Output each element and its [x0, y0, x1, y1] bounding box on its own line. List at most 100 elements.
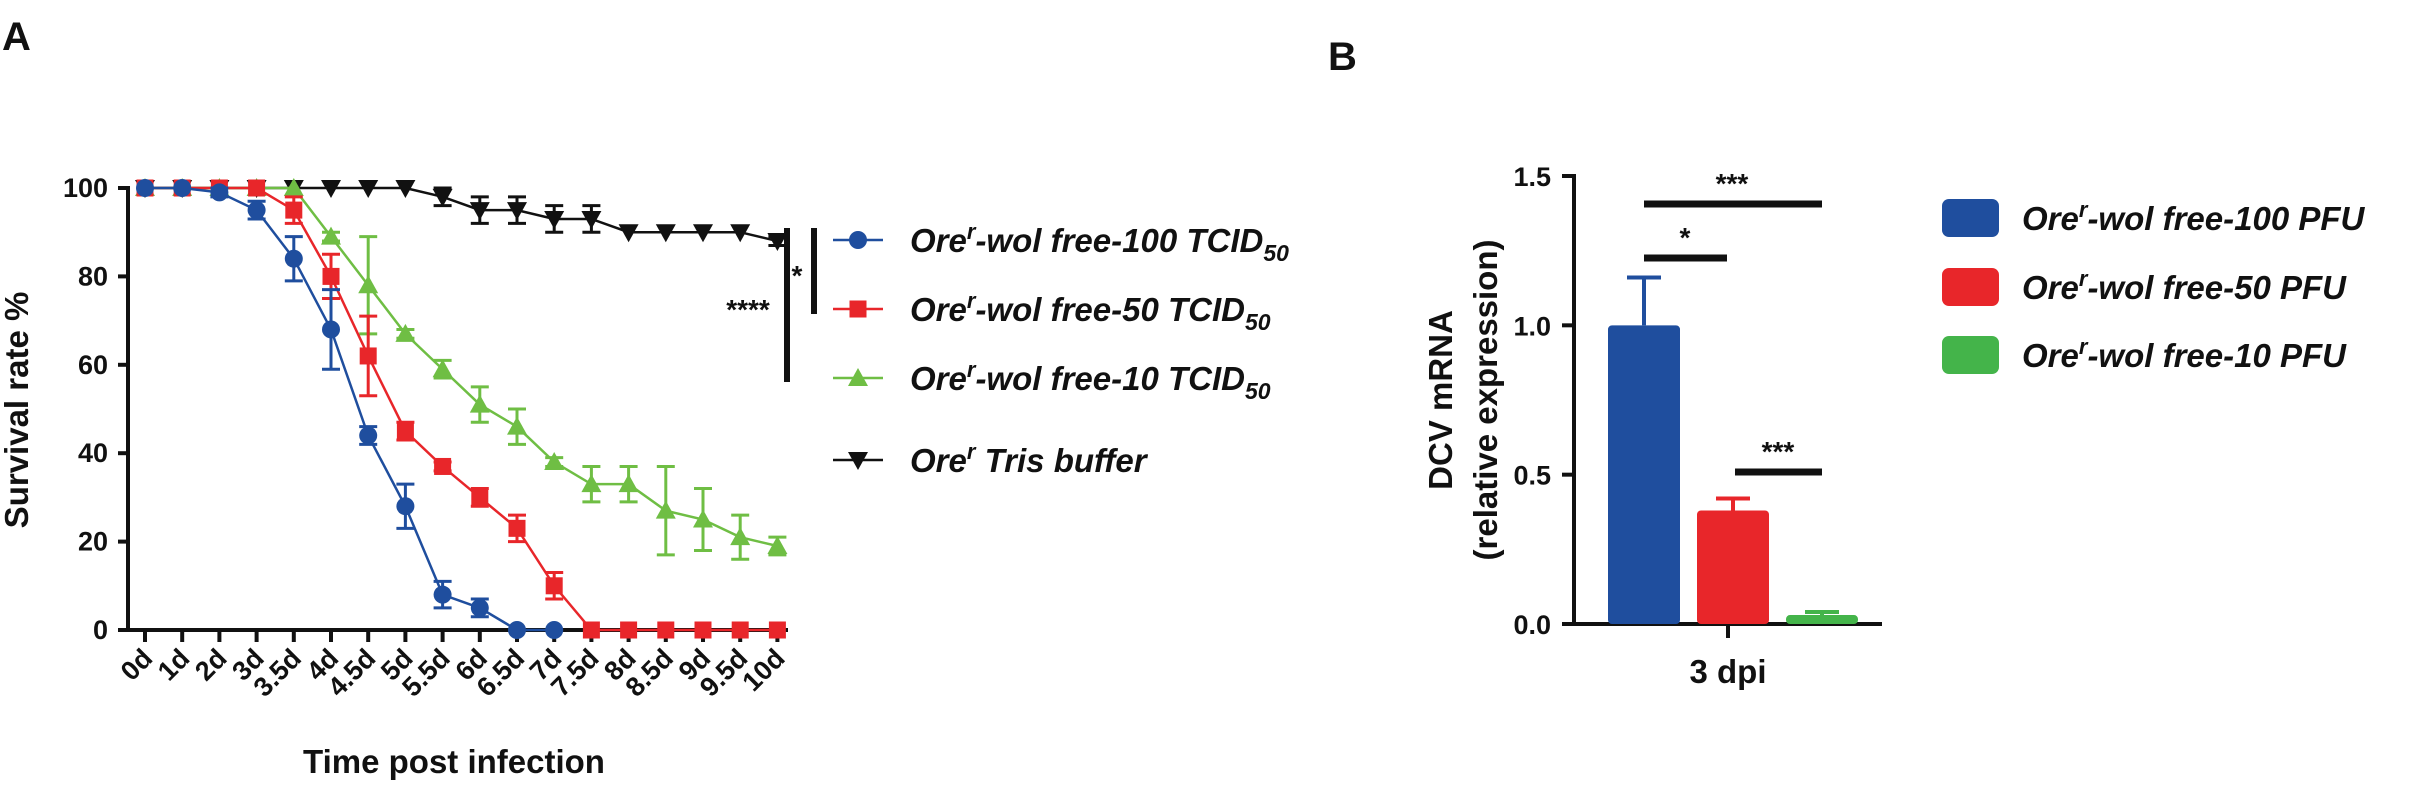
dcv-y-label-line1: DCV mRNA [1422, 310, 1459, 490]
legend-marker [848, 452, 868, 470]
bar [1786, 615, 1858, 624]
legend-item-ore-r-tris-buffer: Orer Tris buffer [833, 439, 1149, 479]
data-point [359, 426, 378, 445]
data-point [395, 180, 416, 198]
dcv-legend: Orer-wol free-100 PFU Orer-wol free-50 PF… [1942, 197, 2366, 374]
data-point [768, 621, 786, 639]
legend-swatch [1942, 199, 1999, 237]
legend-item-ore-r-wol-free-50-tcid50: Orer-wol free-50 TCID50 [833, 288, 1271, 335]
survival-x-label: Time post infection [303, 743, 605, 780]
data-point [544, 210, 565, 229]
bar [1697, 510, 1769, 624]
data-point [469, 202, 490, 221]
series-line [145, 186, 778, 548]
sig-label-100-vs-10: *** [1716, 168, 1749, 199]
data-point [545, 577, 563, 595]
data-point [396, 497, 415, 516]
data-point [620, 621, 638, 639]
dcv-y-tick-label: 1.5 [1513, 162, 1551, 192]
data-point [469, 394, 490, 413]
data-point [434, 457, 452, 475]
data-point [655, 224, 676, 243]
survival-y-label: Survival rate % [0, 292, 35, 529]
legend-label: Orer-wol free-10 PFU [2022, 334, 2347, 374]
panel-a-label: A [2, 15, 31, 59]
legend-label: Orer-wol free-50 TCID50 [910, 288, 1271, 335]
survival-y-tick-label: 80 [78, 261, 108, 291]
data-point [582, 621, 600, 639]
series-ore-r-wol-free-50-tcid50 [136, 179, 786, 639]
data-point [284, 249, 303, 268]
bar [1608, 325, 1680, 624]
data-point [432, 359, 453, 378]
dcv-y-label-line2: (relative expression) [1467, 240, 1504, 561]
sig-label-50-vs-10: *** [1762, 436, 1795, 467]
bar-group-ore-r-wol-free-10-pfu [1786, 610, 1858, 624]
data-point [507, 416, 527, 435]
legend-label: Orer-wol free-50 PFU [2022, 266, 2347, 306]
bar-group-ore-r-wol-free-100-pfu [1608, 275, 1680, 624]
survival-y-tick-label: 20 [78, 527, 108, 557]
data-point [322, 267, 340, 285]
data-point [433, 585, 452, 604]
series-ore-r-wol-free-100-tcid50 [136, 179, 564, 639]
data-point [618, 224, 639, 243]
data-point [508, 621, 526, 639]
sig-star-label: * [792, 260, 803, 291]
data-point [693, 224, 713, 243]
bar-group-ore-r-wol-free-50-pfu [1697, 496, 1769, 624]
data-point [581, 210, 602, 229]
series-line [145, 186, 778, 632]
survival-y-tick-label: 0 [93, 615, 108, 645]
legend-label: Orer Tris buffer [910, 439, 1149, 479]
sig-four-star-label: **** [726, 294, 770, 325]
legend-item-ore-r-wol-free-100-pfu: Orer-wol free-100 PFU [1942, 197, 2366, 237]
legend-label: Orer-wol free-100 TCID50 [910, 219, 1289, 266]
data-point [581, 474, 602, 493]
data-point [693, 509, 713, 528]
data-point [321, 180, 341, 198]
series-ore-r-tris-buffer [135, 180, 788, 252]
dcv-y-tick-label: 1.0 [1513, 311, 1551, 341]
legend-swatch [1942, 268, 1999, 306]
data-point [358, 275, 379, 294]
data-point [248, 179, 266, 197]
legend-item-ore-r-wol-free-100-tcid50: Orer-wol free-100 TCID50 [833, 219, 1289, 266]
data-point [283, 178, 304, 196]
series-line [145, 186, 778, 243]
data-point [396, 422, 414, 440]
dcv-x-label: 3 dpi [1689, 653, 1766, 690]
legend-label: Orer-wol free-100 PFU [2022, 197, 2366, 237]
survival-y-tick-label: 60 [78, 350, 108, 380]
data-point [321, 226, 341, 245]
data-point [618, 474, 639, 493]
data-point [359, 347, 377, 365]
legend-item-ore-r-wol-free-10-tcid50: Orer-wol free-10 TCID50 [833, 357, 1271, 404]
data-point [136, 179, 154, 197]
data-point [731, 621, 749, 639]
legend-marker [848, 368, 868, 386]
data-point [358, 180, 379, 198]
survival-x-tick-label: 10d [737, 643, 791, 697]
survival-legend: Orer-wol free-100 TCID50 Orer-wol free-50… [833, 219, 1289, 479]
data-point [471, 488, 489, 506]
data-point [173, 179, 192, 197]
dcv-expression-chart: 0.0 0.5 1.0 1.5 DCV mRNA (relative expressi… [1422, 162, 2366, 690]
series-ore-r-wol-free-10-tcid50 [135, 178, 788, 561]
data-point [694, 621, 712, 639]
data-point [655, 500, 676, 519]
data-point [322, 320, 340, 339]
data-point [767, 233, 788, 252]
data-point [657, 621, 675, 639]
data-point [507, 202, 527, 221]
series-line [145, 186, 555, 632]
dcv-y-tick-label: 0.0 [1513, 610, 1551, 640]
legend-label: Orer-wol free-10 TCID50 [910, 357, 1271, 404]
data-point [470, 598, 489, 617]
data-point [545, 621, 564, 639]
dcv-y-tick-label: 0.5 [1513, 461, 1551, 491]
sig-label-100-vs-50: * [1680, 222, 1691, 253]
legend-marker [849, 231, 867, 249]
